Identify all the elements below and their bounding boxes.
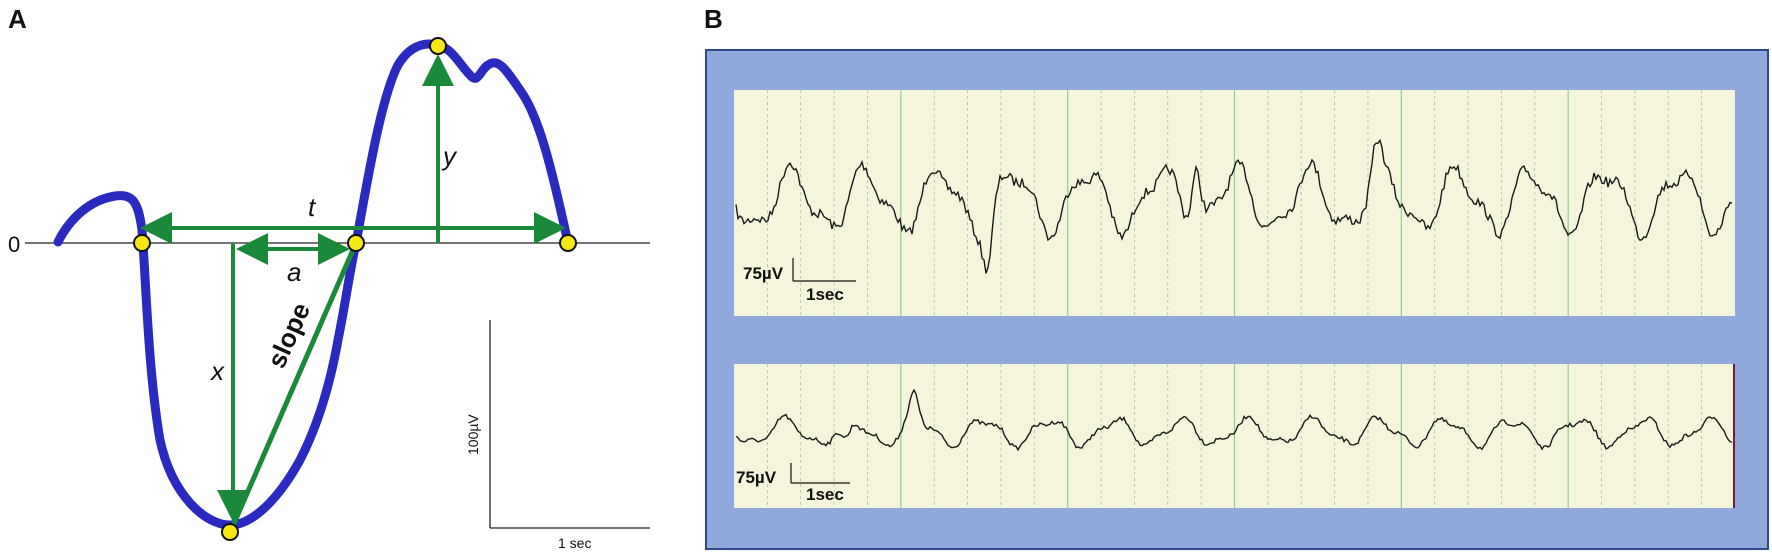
panel-b: B 75µV 1sec 75µV 1sec bbox=[704, 4, 1769, 550]
scale-voltage-label: 100µV bbox=[465, 414, 481, 455]
bottom-eeg-trace bbox=[735, 388, 1733, 452]
bottom-scale-time: 1sec bbox=[806, 485, 844, 504]
a-label: a bbox=[287, 257, 301, 287]
panel-a: A 0 t a x y slope 100µV 1 sec bbox=[8, 4, 650, 551]
trough-marker bbox=[221, 523, 239, 541]
peak-marker bbox=[429, 37, 447, 55]
x-label: x bbox=[209, 356, 225, 386]
top-scale-voltage: 75µV bbox=[743, 264, 784, 283]
slope-line bbox=[229, 242, 359, 529]
y-label: y bbox=[441, 141, 458, 171]
zero-crossing-marker bbox=[347, 234, 365, 252]
slope-label: slope bbox=[261, 298, 316, 372]
t-label: t bbox=[308, 192, 317, 222]
scale-time-label: 1 sec bbox=[558, 535, 591, 551]
top-eeg-trace bbox=[735, 138, 1733, 274]
onset-marker bbox=[133, 234, 151, 252]
panel-b-label: B bbox=[704, 4, 723, 34]
top-eeg-grid bbox=[766, 90, 1703, 316]
offset-marker bbox=[559, 234, 577, 252]
bottom-eeg-grid bbox=[766, 364, 1703, 508]
top-scale-time: 1sec bbox=[806, 285, 844, 304]
zero-label: 0 bbox=[8, 232, 20, 257]
spike-wave-waveform bbox=[53, 39, 573, 530]
panel-a-label: A bbox=[8, 4, 27, 34]
bottom-scale-voltage: 75µV bbox=[736, 468, 777, 487]
